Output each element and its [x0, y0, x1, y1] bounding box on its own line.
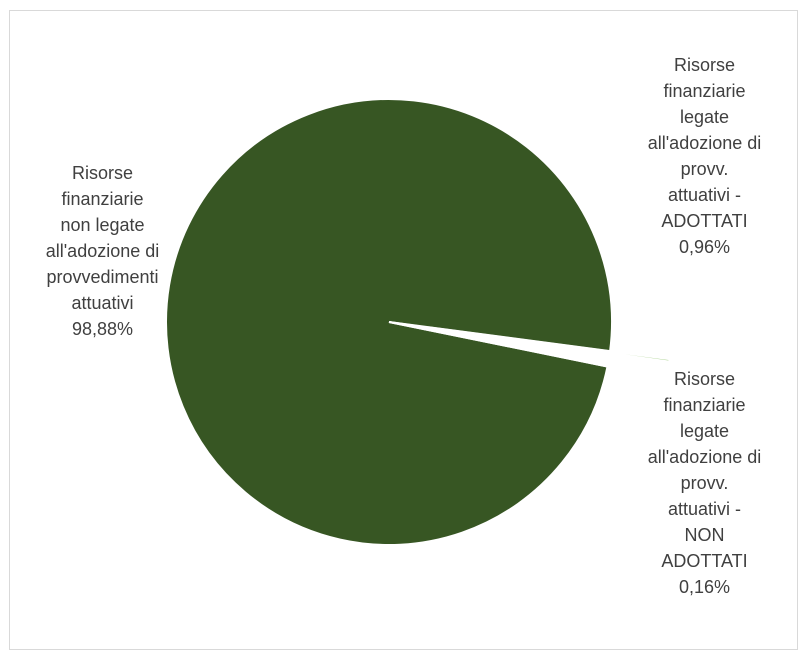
- slice-value-label: 0,96%: [678, 237, 731, 257]
- label-non-adottati: Risorse finanziarie legate all'adozione di p…: [612, 366, 797, 600]
- slice-non-adottati: [428, 326, 671, 363]
- slice-label-line: finanziarie: [663, 81, 746, 101]
- slice-label-line: all'adozione di: [647, 133, 762, 153]
- slice-label-line: attuativi -: [667, 499, 742, 519]
- slice-label-line: NON: [684, 525, 725, 545]
- slice-label-line: non legate: [60, 215, 145, 235]
- slice-label-line: ADOTTATI: [661, 551, 748, 571]
- label-non-legate: Risorse finanziarie non legate all'adozione…: [20, 160, 185, 342]
- slice-label-line: legate: [679, 107, 730, 127]
- slice-label-line: legate: [679, 421, 730, 441]
- slice-label-line: finanziarie: [663, 395, 746, 415]
- slice-label-line: Risorse: [673, 55, 735, 75]
- slice-label-line: provvedimenti: [46, 267, 159, 287]
- slice-label-line: all'adozione di: [647, 447, 762, 467]
- slice-label-line: attuativi -: [667, 185, 742, 205]
- slice-value-label: 0,16%: [678, 577, 731, 597]
- slice-value-label: 98,88%: [71, 319, 134, 339]
- slice-label-line: provv.: [680, 473, 729, 493]
- slice-label-line: ADOTTATI: [661, 211, 748, 231]
- slice-label-line: Risorse: [71, 163, 133, 183]
- pie-chart: [165, 98, 671, 546]
- slice-label-line: Risorse: [673, 369, 735, 389]
- label-adottati: Risorse finanziarie legate all'adozione di p…: [612, 52, 797, 260]
- slice-label-line: provv.: [680, 159, 729, 179]
- slice-label-line: attuativi: [71, 293, 134, 313]
- slice-label-line: finanziarie: [61, 189, 144, 209]
- slice-label-line: all'adozione di: [45, 241, 160, 261]
